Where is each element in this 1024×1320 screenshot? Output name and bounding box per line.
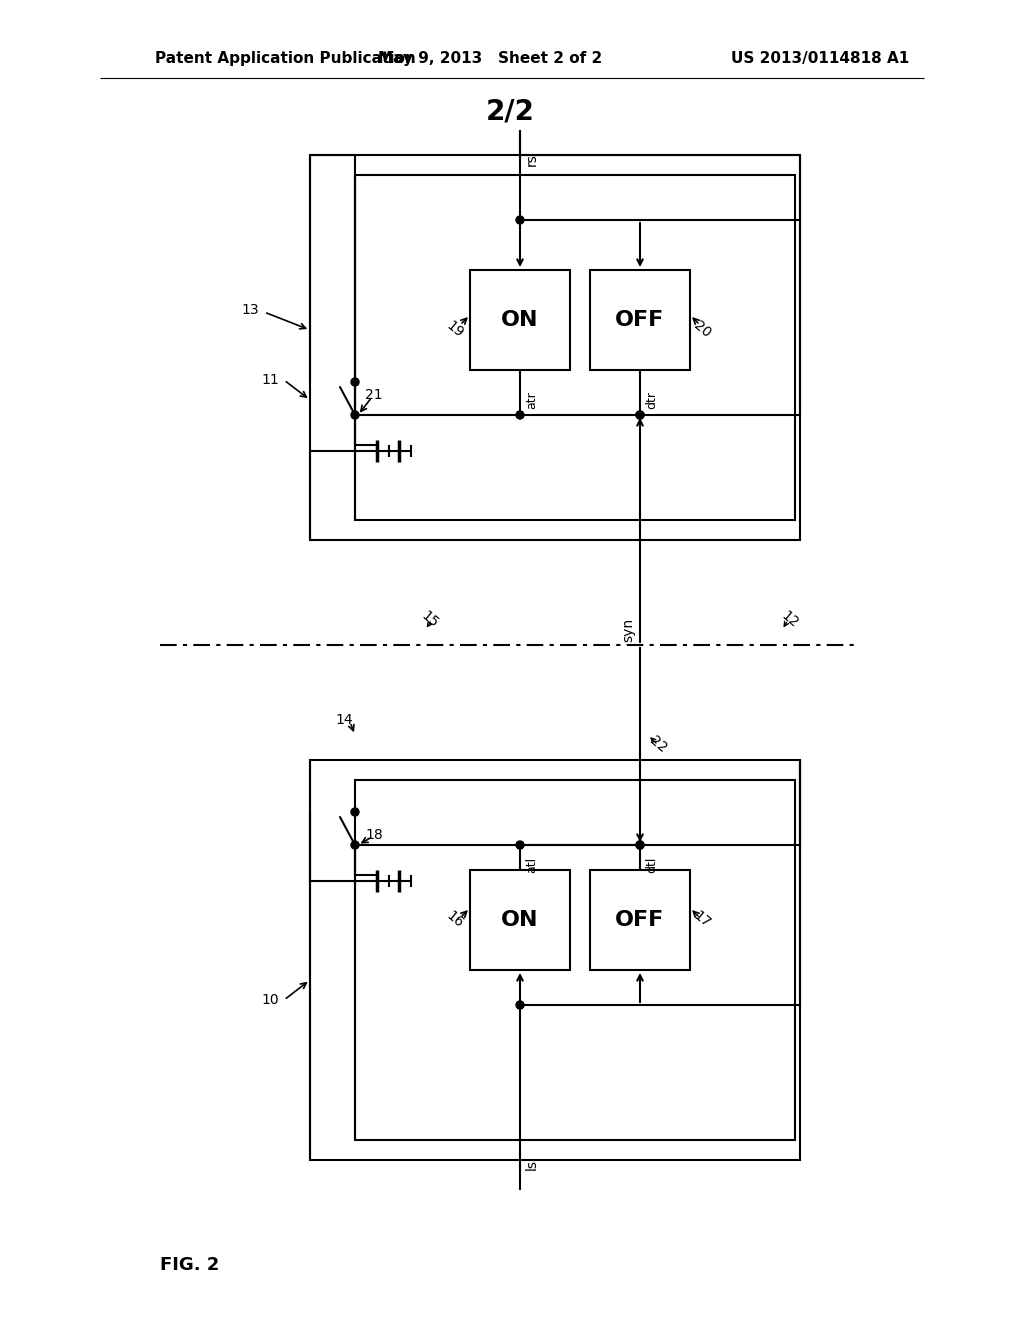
Text: atr: atr [525, 391, 539, 409]
Text: atl: atl [525, 857, 539, 873]
Bar [470, 271, 570, 370]
Text: 2/2: 2/2 [485, 98, 535, 125]
Bar [355, 176, 795, 520]
Bar [590, 870, 690, 970]
Text: dtr: dtr [645, 391, 658, 409]
Text: 15: 15 [419, 609, 441, 631]
Text: syn: syn [621, 618, 635, 642]
Text: ON: ON [502, 310, 539, 330]
Circle shape [636, 411, 644, 418]
Text: May 9, 2013   Sheet 2 of 2: May 9, 2013 Sheet 2 of 2 [378, 50, 602, 66]
Text: Patent Application Publication: Patent Application Publication [155, 50, 416, 66]
Text: 12: 12 [778, 609, 801, 631]
Circle shape [516, 411, 524, 418]
Circle shape [516, 841, 524, 849]
Text: FIG. 2: FIG. 2 [160, 1257, 219, 1274]
Text: 13: 13 [242, 304, 259, 317]
Circle shape [516, 216, 524, 224]
Text: 21: 21 [366, 388, 383, 403]
Text: 14: 14 [335, 713, 353, 727]
Text: ls: ls [525, 1159, 539, 1171]
Text: 20: 20 [691, 319, 713, 341]
Text: 18: 18 [366, 828, 383, 842]
Circle shape [636, 411, 644, 418]
Text: 22: 22 [647, 734, 670, 756]
Text: US 2013/0114818 A1: US 2013/0114818 A1 [731, 50, 909, 66]
Circle shape [351, 808, 359, 816]
Bar [310, 760, 800, 1160]
Bar [355, 780, 795, 1140]
Circle shape [351, 378, 359, 385]
Text: 17: 17 [691, 909, 714, 931]
Bar [310, 154, 800, 540]
Text: OFF: OFF [615, 310, 665, 330]
Circle shape [636, 841, 644, 849]
Text: 11: 11 [261, 374, 279, 387]
Bar [590, 271, 690, 370]
Circle shape [351, 841, 359, 849]
Text: 19: 19 [443, 319, 466, 341]
Text: ON: ON [502, 909, 539, 931]
Circle shape [636, 841, 644, 849]
Circle shape [351, 411, 359, 418]
Text: 16: 16 [443, 909, 466, 931]
Text: rs: rs [525, 153, 539, 166]
Text: dtl: dtl [645, 857, 658, 874]
Text: 10: 10 [261, 993, 279, 1007]
Bar [470, 870, 570, 970]
Circle shape [516, 1001, 524, 1008]
Text: OFF: OFF [615, 909, 665, 931]
